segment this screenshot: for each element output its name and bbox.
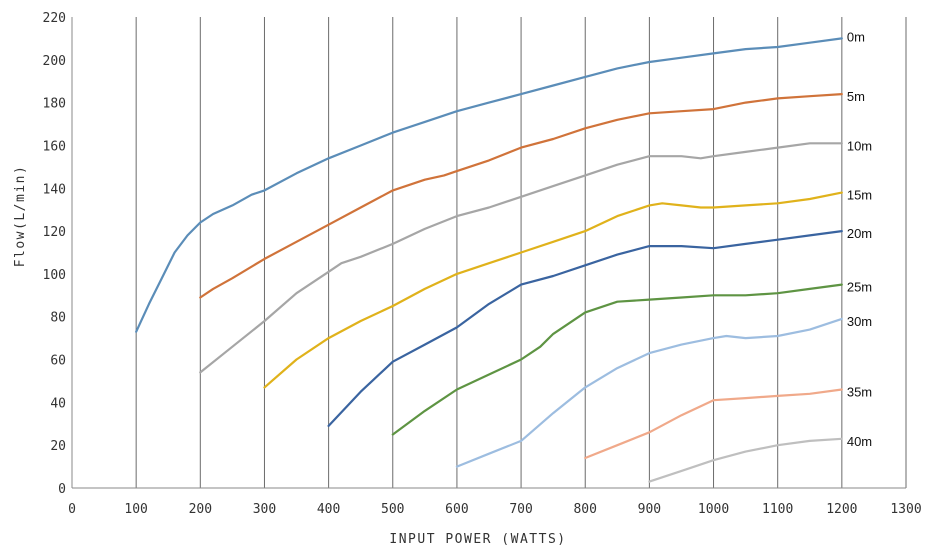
y-tick-label: 200 xyxy=(43,54,66,69)
x-tick-label: 800 xyxy=(573,502,596,517)
series-label-10m: 10m xyxy=(847,138,872,153)
series-label-35m: 35m xyxy=(847,385,872,400)
x-tick-label: 100 xyxy=(124,502,147,517)
series-line-25m xyxy=(391,283,843,436)
y-axis-title: Flow(L/min) xyxy=(13,165,28,268)
series-line-15m xyxy=(263,191,843,389)
x-tick-label: 700 xyxy=(509,502,532,517)
y-tick-label: 140 xyxy=(43,182,66,197)
y-tick-label: 20 xyxy=(50,439,66,454)
x-tick-label: 200 xyxy=(189,502,212,517)
y-tick-label: 160 xyxy=(43,139,66,154)
x-axis-title: INPUT POWER (WATTS) xyxy=(389,532,566,547)
y-tick-label: 220 xyxy=(43,11,66,26)
y-tick-label: 100 xyxy=(43,268,66,283)
x-tick-label: 900 xyxy=(638,502,661,517)
x-tick-label: 300 xyxy=(253,502,276,517)
grid-lines xyxy=(135,17,907,488)
series-line-0m xyxy=(135,37,843,333)
x-tick-label: 0 xyxy=(68,502,76,517)
y-tick-label: 60 xyxy=(50,354,66,369)
x-tick-label: 400 xyxy=(317,502,340,517)
y-tick-label: 180 xyxy=(43,97,66,112)
series-line-10m xyxy=(199,142,843,374)
series-label-30m: 30m xyxy=(847,314,872,329)
series-line-30m xyxy=(455,317,843,468)
x-tick-label: 1300 xyxy=(890,502,921,517)
x-tick-label: 1000 xyxy=(698,502,729,517)
y-tick-labels: 0 20 40 60 80 100 120 140 160 180 200 220 xyxy=(43,11,66,497)
series-label-15m: 15m xyxy=(847,188,872,203)
series-line-5m xyxy=(199,93,843,299)
series-line-35m xyxy=(584,388,843,460)
series-line-40m xyxy=(648,437,843,483)
series-line-20m xyxy=(327,230,843,427)
series-label-40m: 40m xyxy=(847,434,872,449)
series-label-25m: 25m xyxy=(847,280,872,295)
y-tick-label: 80 xyxy=(50,311,66,326)
series-label-20m: 20m xyxy=(847,226,872,241)
series-lines xyxy=(135,37,843,483)
x-tick-label: 1200 xyxy=(826,502,857,517)
x-tick-label: 500 xyxy=(381,502,404,517)
x-tick-label: 1100 xyxy=(762,502,793,517)
series-labels: 0m 5m 10m 15m 20m 25m 30m 35m 40m xyxy=(847,29,872,448)
y-tick-label: 120 xyxy=(43,225,66,240)
series-label-5m: 5m xyxy=(847,89,865,104)
y-tick-label: 40 xyxy=(50,396,66,411)
x-tick-labels: 0 100 200 300 400 500 600 700 800 900 1000 1100 1200… xyxy=(68,502,922,517)
series-label-0m: 0m xyxy=(847,29,865,44)
axes xyxy=(71,17,906,489)
x-tick-label: 600 xyxy=(445,502,468,517)
y-tick-label: 0 xyxy=(58,482,66,497)
